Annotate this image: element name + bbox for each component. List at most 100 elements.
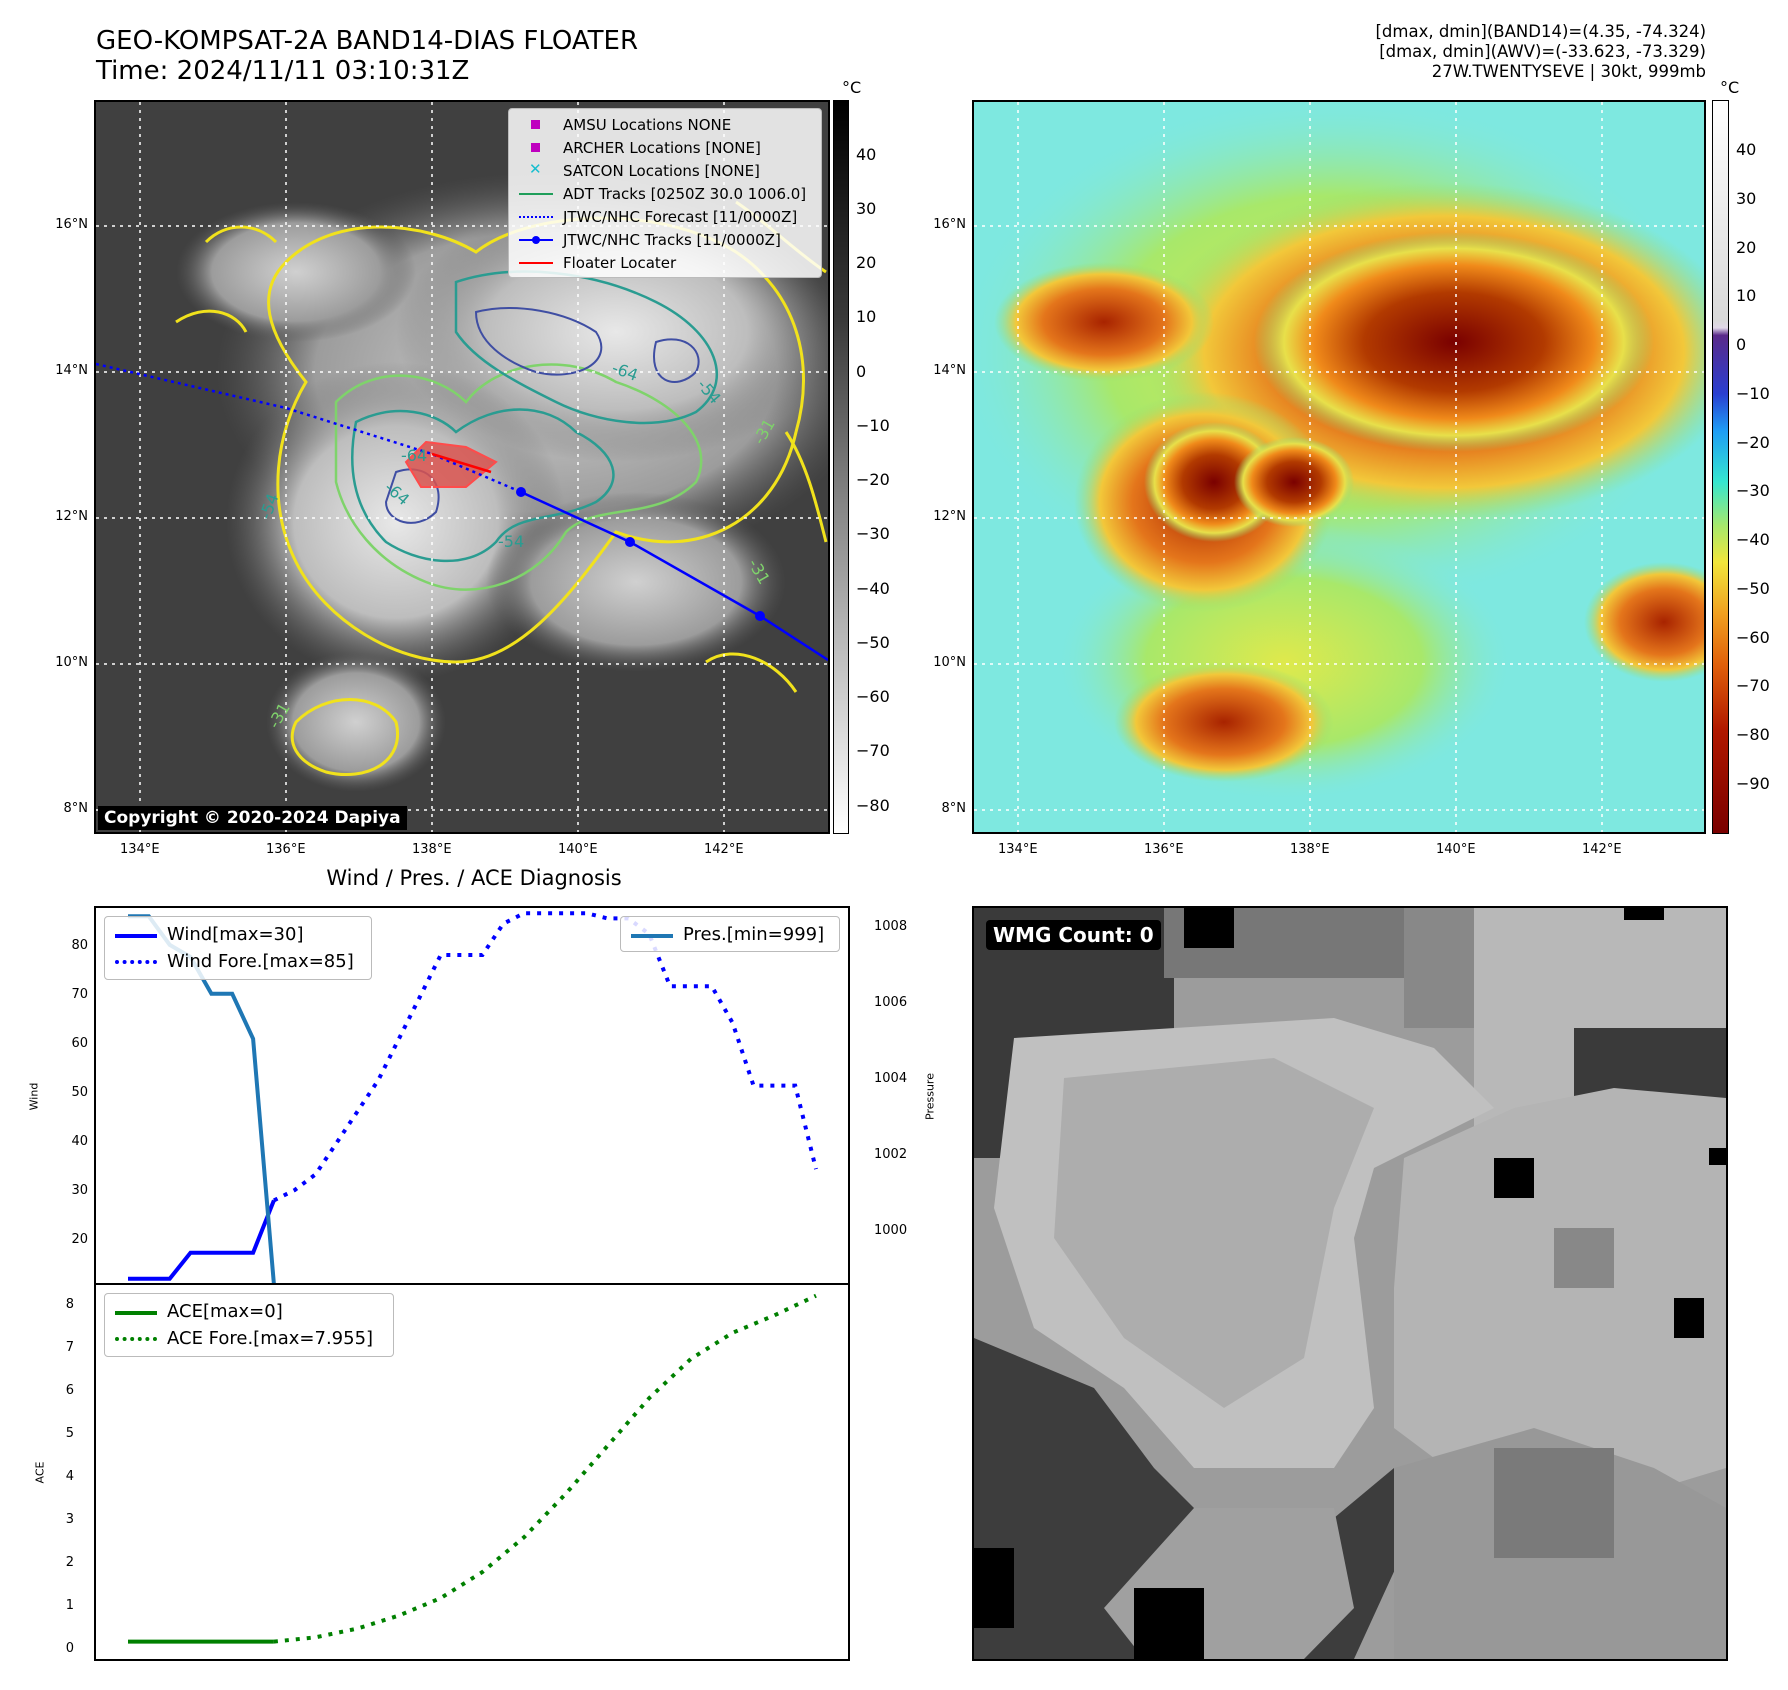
legend-item-amsu: AMSU Locations NONE [517, 113, 813, 136]
y-tick: 20 [71, 1232, 88, 1247]
legend-label: Floater Locater [563, 253, 677, 272]
storm-info: [dmax, dmin](BAND14)=(4.35, -74.324) [dm… [1375, 22, 1706, 82]
ir-lat-labels: 16°N 14°N 12°N 10°N 8°N [50, 100, 90, 834]
pressure-legend: Pres.[min=999] [620, 916, 840, 952]
colorbar-tick: 10 [1736, 286, 1757, 305]
colorbar-tick: −70 [1736, 676, 1770, 695]
wind-legend: Wind[max=30] Wind Fore.[max=85] [104, 916, 372, 980]
colorbar-tick: 0 [1736, 335, 1747, 354]
y-tick: 60 [71, 1036, 88, 1051]
awv-map-image [974, 102, 1704, 832]
legend-label: JTWC/NHC Forecast [11/0000Z] [563, 207, 798, 226]
title-line-2: Time: 2024/11/11 03:10:31Z [96, 56, 470, 86]
y-tick: 1000 [874, 1223, 908, 1238]
info-line-2: [dmax, dmin](AWV)=(-33.623, -73.329) [1379, 42, 1706, 61]
y-tick: 8 [65, 1297, 74, 1312]
ace-legend: ACE[max=0] ACE Fore.[max=7.955] [104, 1293, 394, 1357]
colorbar-tick: 30 [856, 199, 877, 218]
legend-label: JTWC/NHC Tracks [11/0000Z] [563, 230, 781, 249]
y-tick: 70 [71, 987, 88, 1002]
contour-labels: -64 -64 -54 -54 -64 -31 -31 -54 -31 [96, 102, 828, 832]
lon-label: 140°E [1436, 842, 1476, 857]
colorbar-tick: −80 [1736, 725, 1770, 744]
colorbar-tick: −30 [856, 524, 890, 543]
lon-label: 134°E [120, 842, 160, 857]
title-line-1: GEO-KOMPSAT-2A BAND14-DIAS FLOATER [96, 26, 639, 56]
wind-pressure-chart: Wind[max=30] Wind Fore.[max=85] Pres.[mi… [94, 906, 850, 1284]
wind-y-ticks: 80 70 60 50 40 30 20 [40, 906, 90, 1284]
y-tick: 6 [65, 1383, 74, 1398]
legend-label: AMSU Locations NONE [563, 115, 732, 134]
lat-label: 12°N [933, 509, 966, 524]
wind-y-label: Wind [27, 1082, 41, 1111]
lat-label: 12°N [55, 509, 88, 524]
y-tick: 0 [65, 1641, 74, 1656]
y-tick: 80 [71, 938, 88, 953]
wmg-panel: WMG Count: 0 [972, 906, 1728, 1661]
colorbar-tick: −10 [856, 416, 890, 435]
wmg-count-badge: WMG Count: 0 [986, 920, 1161, 950]
y-tick: 7 [65, 1340, 74, 1355]
contour-label: -54 [693, 375, 725, 408]
lat-label: 16°N [55, 217, 88, 232]
ace-y-ticks: 8 7 6 5 4 3 2 1 0 [40, 1283, 90, 1661]
legend-item-archer: ARCHER Locations [NONE] [517, 136, 813, 159]
line-icon [113, 926, 159, 944]
legend-item-wind: Wind[max=30] [113, 921, 363, 948]
legend-label: Wind[max=30] [167, 924, 304, 945]
lon-label: 136°E [266, 842, 306, 857]
ace-chart: ACE[max=0] ACE Fore.[max=7.955] [94, 1283, 850, 1661]
ace-chart-svg [128, 1293, 817, 1644]
contour-label: -31 [744, 555, 774, 588]
legend-label: SATCON Locations [NONE] [563, 161, 760, 180]
lon-label: 140°E [558, 842, 598, 857]
colorbar-tick: −60 [1736, 628, 1770, 647]
legend-item-ace: ACE[max=0] [113, 1298, 385, 1325]
dotted-line-icon [517, 208, 555, 226]
y-tick: 5 [65, 1426, 74, 1441]
contour-label: -64 [609, 358, 641, 385]
colorbar-tick: −40 [1736, 530, 1770, 549]
colorbar-tick: −90 [1736, 774, 1770, 793]
colorbar-tick: 20 [856, 253, 877, 272]
legend-item-forecast: JTWC/NHC Forecast [11/0000Z] [517, 205, 813, 228]
colorbar-tick: 40 [1736, 140, 1757, 159]
y-tick: 50 [71, 1085, 88, 1100]
line-icon [629, 926, 675, 944]
ace-y-label: ACE [33, 1461, 47, 1484]
legend-label: ADT Tracks [0250Z 30.0 1006.0] [563, 184, 807, 203]
diagnosis-title: Wind / Pres. / ACE Diagnosis [326, 866, 622, 890]
contour-label: -54 [255, 490, 283, 523]
lat-label: 16°N [933, 217, 966, 232]
lat-label: 8°N [63, 801, 89, 816]
awv-lat-labels: 16°N 14°N 12°N 10°N 8°N [928, 100, 968, 834]
lon-label: 136°E [1144, 842, 1184, 857]
colorbar-tick: −20 [1736, 433, 1770, 452]
legend-item-adt: ADT Tracks [0250Z 30.0 1006.0] [517, 182, 813, 205]
legend-item-tracks: JTWC/NHC Tracks [11/0000Z] [517, 228, 813, 251]
pressure-y-label: Pressure [923, 1073, 937, 1120]
awv-lon-labels: 134°E 136°E 138°E 140°E 142°E [972, 842, 1706, 862]
awv-colorbar-ticks: 40 30 20 10 0 −10 −20 −30 −40 −50 −60 −7… [1732, 100, 1782, 834]
pressure-y-ticks: 1008 1006 1004 1002 1000 [856, 906, 916, 1284]
ir-colorbar-unit: °C [842, 78, 862, 97]
colorbar-tick: −10 [1736, 384, 1770, 403]
awv-map-panel [972, 100, 1706, 834]
wind-series-line [128, 1199, 276, 1281]
lon-label: 138°E [1290, 842, 1330, 857]
line-dot-icon [517, 231, 555, 249]
contour-label: -54 [498, 532, 525, 551]
contour-label: -64 [401, 446, 428, 465]
legend-label: Pres.[min=999] [683, 924, 825, 945]
awv-colorbar [1712, 100, 1729, 834]
ir-colorbar [833, 100, 849, 834]
square-marker-icon [517, 139, 555, 157]
colorbar-tick: 30 [1736, 189, 1757, 208]
y-tick: 40 [71, 1134, 88, 1149]
ir-colorbar-ticks: 40 30 20 10 0 −10 −20 −30 −40 −50 −60 −7… [852, 100, 902, 834]
lon-label: 134°E [998, 842, 1038, 857]
map-legend: AMSU Locations NONE ARCHER Locations [NO… [508, 108, 822, 278]
contour-label: -31 [264, 699, 294, 732]
legend-label: ARCHER Locations [NONE] [563, 138, 761, 157]
colorbar-tick: 10 [856, 307, 877, 326]
